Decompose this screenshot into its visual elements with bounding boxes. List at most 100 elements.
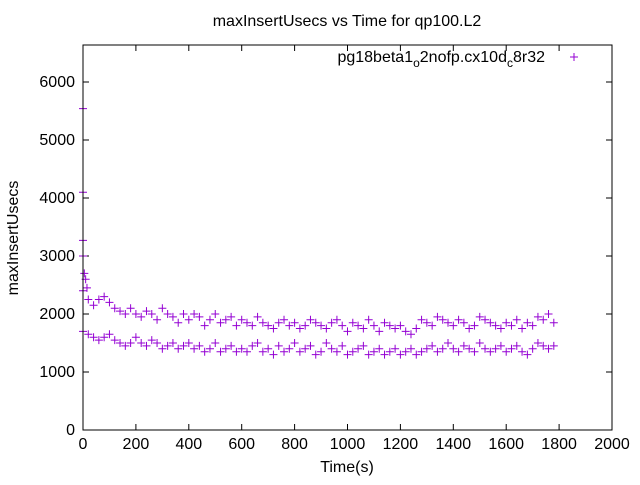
data-point [327,344,336,353]
data-point [163,341,172,350]
x-tick-label: 600 [228,436,255,453]
data-point [380,318,389,327]
data-point [195,312,204,321]
data-point [518,347,527,356]
data-point [454,347,463,356]
data-point [491,344,500,353]
x-tick-label: 2000 [594,436,630,453]
data-point [89,301,98,310]
data-point [449,321,458,330]
data-point [364,350,373,359]
data-point [126,339,135,347]
data-point [295,347,304,356]
data-point [444,339,453,347]
data-point [507,344,516,353]
data-point [295,324,304,333]
data-point [533,312,542,321]
data-point [512,341,521,350]
data-point [412,324,421,333]
data-point [126,304,135,313]
data-point [428,321,437,330]
data-point [417,347,426,356]
data-point [433,347,442,356]
data-point [84,295,93,304]
data-point [338,321,347,330]
data-point [131,333,140,342]
data-point [539,341,548,350]
legend: pg18beta1o2nofp.cx10dc8r32 [337,49,578,70]
data-point [481,344,490,353]
data-point [137,339,146,347]
x-tick-label: 200 [123,436,150,453]
data-point [190,310,199,318]
data-point [359,341,368,350]
data-point [391,344,400,353]
data-point [174,344,183,353]
data-point [205,344,214,353]
data-point [142,341,151,350]
y-tick-label: 4000 [39,190,75,207]
data-point [528,344,537,353]
data-point [401,347,410,356]
data-point [200,321,209,330]
data-point [364,315,373,324]
data-point [549,318,558,327]
data-point [301,344,310,353]
data-point [121,341,130,350]
data-point [332,347,341,356]
data-point [216,347,225,356]
y-tick-label: 1000 [39,364,75,381]
data-point [80,269,89,278]
data-point [348,318,357,327]
data-point [396,321,405,330]
data-point [322,324,331,333]
data-point [280,347,289,356]
data-point [205,315,214,324]
data-point [285,321,294,330]
data-point [343,350,352,359]
data-point [179,341,188,350]
data-point [338,341,347,350]
data-point [179,310,188,318]
data-point [496,341,505,350]
data-point [354,321,363,330]
data-point [369,321,378,330]
data-point [110,304,119,313]
data-point [227,341,236,350]
data-point [406,344,415,353]
data-point [168,339,177,347]
data-point [100,292,109,301]
data-point [385,321,394,330]
data-point [544,310,553,318]
data-point [518,324,527,333]
data-point [227,312,236,321]
data-point [211,339,220,347]
chart-title: maxInsertUsecs vs Time for qp100.L2 [213,13,482,30]
data-point [549,341,558,350]
data-point [232,347,241,356]
data-point [422,344,431,353]
data-point [105,330,114,339]
data-point [523,318,532,327]
data-point [184,339,193,347]
data-point [475,312,484,321]
data-point [343,327,352,336]
data-point [422,318,431,327]
data-point [221,315,230,324]
data-point [216,318,225,327]
data-point [459,318,468,327]
data-point [306,315,315,324]
data-point [89,333,98,342]
data-point [274,341,283,350]
data-point [375,344,384,353]
data-point [401,327,410,336]
data-point [412,350,421,359]
data-point [311,318,320,327]
data-point [274,318,283,327]
x-axis-label: Time(s) [320,459,374,476]
data-point [242,318,251,327]
data-point [470,321,479,330]
data-point [465,344,474,353]
data-point [359,324,368,333]
data-point [428,341,437,350]
